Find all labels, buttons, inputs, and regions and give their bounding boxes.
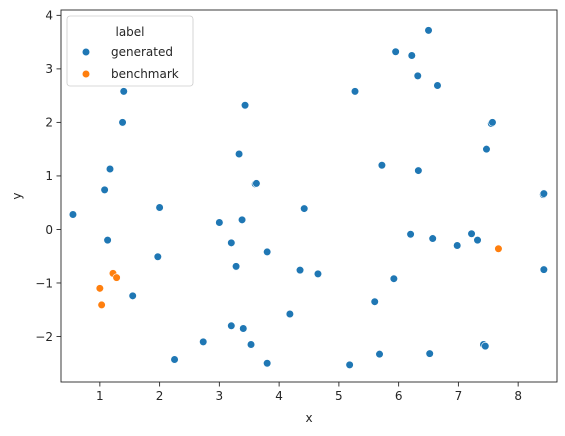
generated-point: [482, 145, 491, 154]
generated-point: [105, 164, 115, 174]
legend-marker-generated: [81, 47, 91, 57]
generated-point: [389, 274, 398, 283]
generated-point: [100, 185, 109, 194]
generated-point: [406, 230, 415, 239]
generated-point: [433, 81, 442, 90]
generated-point: [370, 297, 379, 306]
y-tick-label: 0: [45, 223, 53, 237]
y-tick-label: 1: [45, 169, 53, 183]
x-tick-label: 8: [514, 389, 522, 403]
x-tick-label: 4: [275, 389, 283, 403]
plot-frame: [60, 9, 558, 383]
legend-box: [66, 15, 194, 87]
generated-point: [473, 236, 482, 245]
x-tick-label: 3: [216, 389, 224, 403]
generated-point: [246, 340, 256, 349]
generated-point: [227, 238, 236, 247]
legend-label-benchmark: benchmark: [111, 67, 179, 81]
generated-point: [128, 291, 137, 300]
generated-point: [199, 337, 208, 346]
benchmark-point: [112, 273, 121, 282]
x-axis-label: x: [305, 411, 312, 425]
generated-point: [424, 26, 433, 35]
generated-point: [119, 87, 128, 96]
generated-point: [231, 262, 241, 271]
generated-point: [234, 149, 244, 159]
generated-point: [481, 342, 490, 351]
generated-point: [103, 236, 112, 245]
generated-point: [240, 101, 250, 110]
generated-point: [345, 360, 354, 369]
generated-point: [263, 359, 272, 368]
y-axis-label: y: [10, 192, 24, 199]
generated-point: [227, 321, 236, 330]
generated-point: [155, 203, 164, 212]
generated-point: [414, 166, 423, 175]
y-axis-ticks: −2 −1 0 1 2 3 4: [35, 9, 61, 344]
generated-point: [539, 265, 548, 274]
generated-point: [153, 252, 162, 261]
generated-point: [377, 161, 387, 170]
legend-title: label: [115, 25, 144, 39]
x-axis-ticks: 1 2 3 4 5 6 7 8: [96, 382, 522, 403]
generated-point: [68, 210, 78, 219]
generated-point: [295, 266, 305, 275]
generated-point: [488, 118, 497, 127]
legend-marker-benchmark: [81, 69, 91, 79]
data-points: [68, 26, 548, 369]
generated-point: [252, 179, 261, 188]
benchmark-point: [97, 300, 106, 310]
generated-point: [215, 218, 224, 227]
benchmark-point: [494, 244, 503, 253]
y-tick-label: 2: [45, 116, 53, 130]
generated-point: [407, 51, 416, 60]
generated-point: [428, 234, 437, 243]
y-tick-label: 3: [45, 62, 53, 76]
generated-point: [118, 118, 127, 127]
generated-point: [539, 189, 548, 198]
y-tick-label: −2: [35, 330, 53, 344]
generated-point: [239, 324, 248, 333]
generated-point: [425, 349, 434, 358]
x-tick-label: 2: [156, 389, 164, 403]
x-tick-label: 7: [455, 389, 463, 403]
generated-point: [263, 247, 272, 257]
x-tick-label: 1: [96, 389, 104, 403]
benchmark-point: [95, 284, 104, 293]
generated-point: [237, 215, 247, 224]
generated-point: [313, 269, 323, 278]
generated-point: [300, 204, 309, 213]
y-tick-label: 4: [45, 9, 53, 23]
generated-point: [413, 71, 422, 80]
legend: label generated benchmark: [66, 15, 194, 87]
generated-point: [170, 355, 179, 364]
generated-point: [285, 309, 294, 319]
legend-label-generated: generated: [111, 45, 173, 59]
generated-point: [467, 229, 476, 238]
generated-point: [375, 350, 384, 359]
generated-point: [350, 87, 360, 96]
generated-point: [453, 241, 462, 250]
y-tick-label: −1: [35, 276, 53, 290]
x-tick-label: 6: [395, 389, 403, 403]
generated-point: [391, 47, 400, 56]
x-tick-label: 5: [335, 389, 343, 403]
